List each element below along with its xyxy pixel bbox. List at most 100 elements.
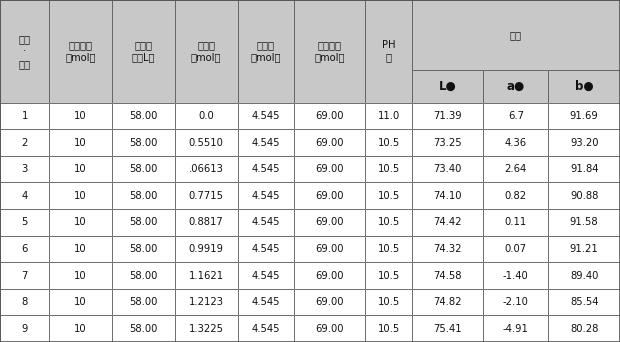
Bar — [237, 0, 294, 103]
Text: 91.58: 91.58 — [570, 217, 598, 227]
Text: 4.545: 4.545 — [251, 271, 280, 280]
Bar — [112, 262, 175, 289]
Bar — [294, 0, 365, 103]
Bar — [484, 209, 548, 236]
Bar — [0, 236, 49, 262]
Bar — [365, 289, 412, 315]
Text: 69.00: 69.00 — [315, 324, 343, 334]
Text: 75.41: 75.41 — [433, 324, 462, 334]
Bar — [412, 129, 484, 156]
Text: 90.88: 90.88 — [570, 191, 598, 201]
Bar — [49, 156, 112, 182]
Bar — [175, 156, 237, 182]
Text: 0.8817: 0.8817 — [189, 217, 224, 227]
Text: 0.5510: 0.5510 — [188, 137, 224, 147]
Bar — [548, 182, 620, 209]
Bar — [548, 289, 620, 315]
Text: 69.00: 69.00 — [315, 191, 343, 201]
Text: 58.00: 58.00 — [129, 217, 157, 227]
Bar — [365, 209, 412, 236]
Bar — [548, 70, 620, 103]
Bar — [412, 156, 484, 182]
Bar — [112, 315, 175, 342]
Bar — [112, 209, 175, 236]
Bar — [49, 209, 112, 236]
Bar — [365, 103, 412, 129]
Bar — [175, 315, 237, 342]
Bar — [175, 209, 237, 236]
Bar — [484, 129, 548, 156]
Bar — [175, 262, 237, 289]
Bar — [294, 103, 365, 129]
Bar — [112, 236, 175, 262]
Bar — [294, 289, 365, 315]
Text: 91.21: 91.21 — [570, 244, 598, 254]
Text: 4.545: 4.545 — [251, 297, 280, 307]
Bar — [0, 103, 49, 129]
Bar — [365, 129, 412, 156]
Bar — [412, 103, 484, 129]
Bar — [365, 236, 412, 262]
Bar — [237, 182, 294, 209]
Bar — [484, 209, 548, 236]
Text: 10.5: 10.5 — [378, 137, 400, 147]
Bar — [412, 209, 484, 236]
Text: 硫化钠
（mol）: 硫化钠 （mol） — [250, 40, 281, 63]
Text: 8: 8 — [22, 297, 28, 307]
Bar — [49, 262, 112, 289]
Bar — [365, 129, 412, 156]
Bar — [484, 103, 548, 129]
Bar — [484, 315, 548, 342]
Text: 7: 7 — [22, 271, 28, 280]
Text: 69.00: 69.00 — [315, 244, 343, 254]
Text: 0.07: 0.07 — [505, 244, 527, 254]
Text: 4.545: 4.545 — [251, 191, 280, 201]
Bar — [412, 262, 484, 289]
Text: a●: a● — [507, 80, 525, 93]
Bar — [112, 182, 175, 209]
Text: 4: 4 — [22, 191, 28, 201]
Text: 74.32: 74.32 — [433, 244, 462, 254]
Bar — [49, 289, 112, 315]
Bar — [237, 0, 294, 103]
Bar — [365, 315, 412, 342]
Bar — [548, 262, 620, 289]
Bar — [49, 156, 112, 182]
Bar — [0, 315, 49, 342]
Text: 4.545: 4.545 — [251, 164, 280, 174]
Bar — [175, 182, 237, 209]
Text: 11.0: 11.0 — [378, 111, 400, 121]
Bar — [0, 129, 49, 156]
Bar — [112, 103, 175, 129]
Text: 10: 10 — [74, 324, 87, 334]
Bar — [112, 315, 175, 342]
Bar — [112, 209, 175, 236]
Bar — [412, 209, 484, 236]
Bar — [0, 182, 49, 209]
Bar — [548, 103, 620, 129]
Text: 10.5: 10.5 — [378, 244, 400, 254]
Bar — [175, 103, 237, 129]
Bar — [49, 0, 112, 103]
Bar — [237, 129, 294, 156]
Bar — [412, 236, 484, 262]
Bar — [294, 182, 365, 209]
Text: 4.545: 4.545 — [251, 111, 280, 121]
Bar — [548, 156, 620, 182]
Text: 10.5: 10.5 — [378, 271, 400, 280]
Bar — [294, 209, 365, 236]
Text: 4.545: 4.545 — [251, 137, 280, 147]
Text: 10: 10 — [74, 217, 87, 227]
Text: 69.00: 69.00 — [315, 111, 343, 121]
Bar — [412, 70, 484, 103]
Bar — [548, 103, 620, 129]
Bar — [237, 236, 294, 262]
Bar — [365, 262, 412, 289]
Bar — [548, 236, 620, 262]
Bar — [484, 236, 548, 262]
Bar — [294, 262, 365, 289]
Text: 10: 10 — [74, 297, 87, 307]
Bar — [49, 129, 112, 156]
Bar — [237, 315, 294, 342]
Text: 93.20: 93.20 — [570, 137, 598, 147]
